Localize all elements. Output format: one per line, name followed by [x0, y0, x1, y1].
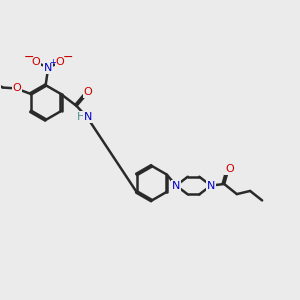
- Text: −: −: [62, 51, 73, 64]
- Text: N: N: [207, 181, 215, 190]
- Text: O: O: [225, 164, 234, 174]
- Text: N: N: [44, 63, 52, 73]
- Text: N: N: [172, 181, 180, 190]
- Text: +: +: [49, 58, 56, 67]
- Text: N: N: [84, 112, 92, 122]
- Text: −: −: [24, 51, 34, 64]
- Text: O: O: [31, 57, 40, 67]
- Text: O: O: [13, 83, 21, 93]
- Text: O: O: [56, 57, 64, 67]
- Text: O: O: [84, 87, 93, 97]
- Text: H: H: [77, 112, 86, 122]
